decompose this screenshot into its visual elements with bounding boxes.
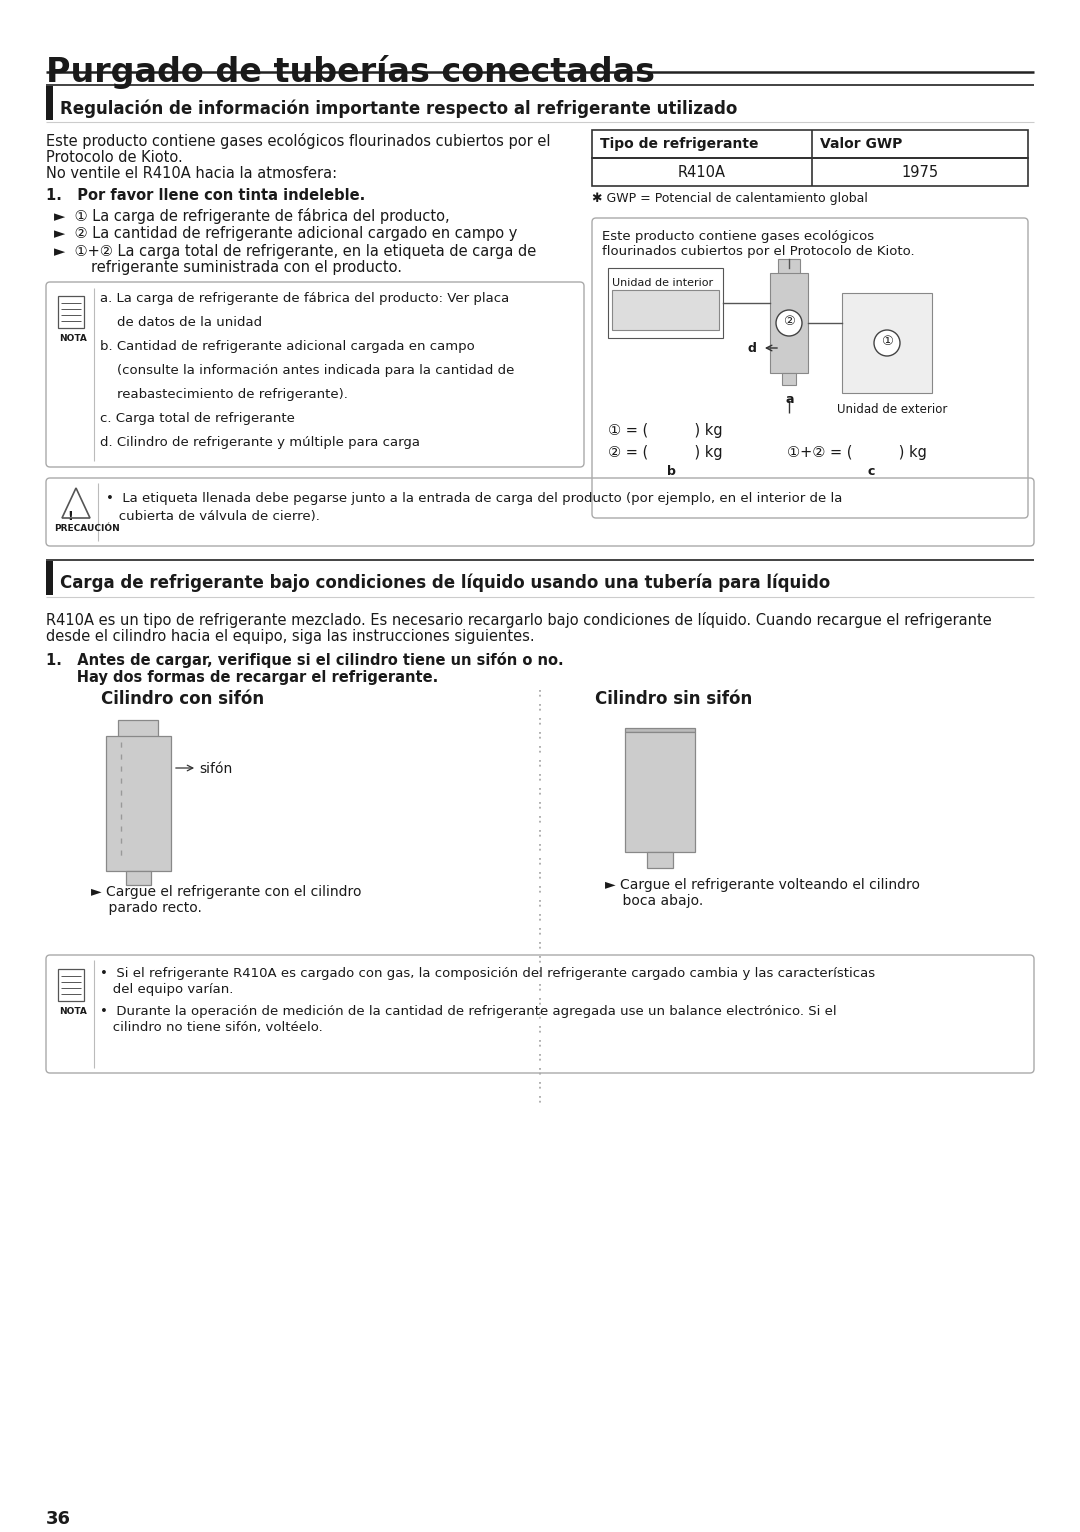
Text: Hay dos formas de recargar el refrigerante.: Hay dos formas de recargar el refrigeran… xyxy=(46,669,438,685)
Text: Purgado de tuberías conectadas: Purgado de tuberías conectadas xyxy=(46,55,654,89)
Text: PRECAUCIÓN: PRECAUCIÓN xyxy=(54,524,120,533)
Text: sifón: sifón xyxy=(199,761,232,777)
Bar xyxy=(118,720,158,738)
Text: •  Durante la operación de medición de la cantidad de refrigerante agregada use : • Durante la operación de medición de la… xyxy=(100,1005,837,1017)
Text: Este producto contiene gases ecológicos: Este producto contiene gases ecológicos xyxy=(602,230,874,244)
Text: !: ! xyxy=(67,510,72,522)
Text: del equipo varían.: del equipo varían. xyxy=(100,984,233,996)
Text: Protocolo de Kioto.: Protocolo de Kioto. xyxy=(46,150,183,165)
Text: NOTA: NOTA xyxy=(59,334,86,343)
Text: reabastecimiento de refrigerante).: reabastecimiento de refrigerante). xyxy=(100,388,348,401)
Bar xyxy=(782,372,796,385)
Text: c: c xyxy=(867,466,875,478)
Text: parado recto.: parado recto. xyxy=(91,901,202,915)
Text: d: d xyxy=(748,342,757,355)
Text: Cilindro con sifón: Cilindro con sifón xyxy=(102,689,265,708)
Text: Unidad de exterior: Unidad de exterior xyxy=(837,403,947,417)
Text: Tipo de refrigerante: Tipo de refrigerante xyxy=(600,136,758,152)
Bar xyxy=(778,259,800,276)
Text: de datos de la unidad: de datos de la unidad xyxy=(100,316,262,329)
Text: R410A es un tipo de refrigerante mezclado. Es necesario recargarlo bajo condicio: R410A es un tipo de refrigerante mezclad… xyxy=(46,611,991,628)
Bar xyxy=(592,130,1028,158)
Text: ①+② = (          ) kg: ①+② = ( ) kg xyxy=(787,444,927,460)
Bar xyxy=(770,273,808,372)
Text: ①: ① xyxy=(881,336,893,348)
Text: Regulación de información importante respecto al refrigerante utilizado: Regulación de información importante res… xyxy=(60,100,738,118)
Bar xyxy=(46,86,53,119)
Text: cilindro no tiene sifón, voltéelo.: cilindro no tiene sifón, voltéelo. xyxy=(100,1020,323,1034)
Text: 1975: 1975 xyxy=(902,165,939,179)
Bar xyxy=(647,852,673,869)
Text: NOTA: NOTA xyxy=(59,1007,86,1016)
Text: desde el cilindro hacia el equipo, siga las instrucciones siguientes.: desde el cilindro hacia el equipo, siga … xyxy=(46,630,535,643)
Text: ② = (          ) kg: ② = ( ) kg xyxy=(608,444,723,460)
Text: (consulte la información antes indicada para la cantidad de: (consulte la información antes indicada … xyxy=(100,365,514,377)
Bar xyxy=(46,561,53,594)
Text: ►  ② La cantidad de refrigerante adicional cargado en campo y: ► ② La cantidad de refrigerante adiciona… xyxy=(54,227,517,241)
Text: •  Si el refrigerante R410A es cargado con gas, la composición del refrigerante : • Si el refrigerante R410A es cargado co… xyxy=(100,967,875,980)
Text: 1.   Por favor llene con tinta indeleble.: 1. Por favor llene con tinta indeleble. xyxy=(46,188,365,204)
Text: Valor GWP: Valor GWP xyxy=(820,136,903,152)
Text: Este producto contiene gases ecológicos flourinados cubiertos por el: Este producto contiene gases ecológicos … xyxy=(46,133,551,149)
Bar xyxy=(842,293,932,394)
Circle shape xyxy=(874,329,900,355)
Text: Carga de refrigerante bajo condiciones de líquido usando una tubería para líquid: Carga de refrigerante bajo condiciones d… xyxy=(60,574,831,593)
Text: refrigerante suministrada con el producto.: refrigerante suministrada con el product… xyxy=(54,260,402,276)
Text: ① = (          ) kg: ① = ( ) kg xyxy=(608,423,723,438)
Text: b. Cantidad de refrigerante adicional cargada en campo: b. Cantidad de refrigerante adicional ca… xyxy=(100,340,475,352)
Text: ►  ①+② La carga total de refrigerante, en la etiqueta de carga de: ► ①+② La carga total de refrigerante, en… xyxy=(54,244,537,259)
Bar xyxy=(126,872,151,885)
Bar xyxy=(625,728,696,732)
Bar xyxy=(625,732,696,852)
Text: flourinados cubiertos por el Protocolo de Kioto.: flourinados cubiertos por el Protocolo d… xyxy=(602,245,915,257)
Text: ✱ GWP = Potencial de calentamiento global: ✱ GWP = Potencial de calentamiento globa… xyxy=(592,192,868,205)
Text: R410A: R410A xyxy=(678,165,726,179)
Text: b: b xyxy=(667,466,676,478)
Circle shape xyxy=(777,309,802,336)
Bar xyxy=(608,268,723,339)
Bar xyxy=(106,735,171,872)
Text: No ventile el R410A hacia la atmosfera:: No ventile el R410A hacia la atmosfera: xyxy=(46,165,337,181)
Text: Cilindro sin sifón: Cilindro sin sifón xyxy=(595,689,753,708)
Bar xyxy=(612,290,719,329)
Text: 1.   Antes de cargar, verifique si el cilindro tiene un sifón o no.: 1. Antes de cargar, verifique si el cili… xyxy=(46,653,564,668)
Text: •  La etiqueta llenada debe pegarse junto a la entrada de carga del producto (po: • La etiqueta llenada debe pegarse junto… xyxy=(106,492,842,506)
Text: Unidad de interior: Unidad de interior xyxy=(612,277,713,288)
Text: ►  ① La carga de refrigerante de fábrica del producto,: ► ① La carga de refrigerante de fábrica … xyxy=(54,208,449,224)
Text: d. Cilindro de refrigerante y múltiple para carga: d. Cilindro de refrigerante y múltiple p… xyxy=(100,437,420,449)
Text: ②: ② xyxy=(783,316,795,328)
Text: boca abajo.: boca abajo. xyxy=(605,895,703,908)
Text: a. La carga de refrigerante de fábrica del producto: Ver placa: a. La carga de refrigerante de fábrica d… xyxy=(100,293,510,305)
Text: ► Cargue el refrigerante con el cilindro: ► Cargue el refrigerante con el cilindro xyxy=(91,885,362,899)
Text: 36: 36 xyxy=(46,1511,71,1527)
Bar xyxy=(592,158,1028,185)
Bar xyxy=(58,296,84,328)
Text: ► Cargue el refrigerante volteando el cilindro: ► Cargue el refrigerante volteando el ci… xyxy=(605,878,920,892)
Text: a: a xyxy=(786,394,795,406)
Text: c. Carga total de refrigerante: c. Carga total de refrigerante xyxy=(100,412,295,424)
Text: cubierta de válvula de cierre).: cubierta de válvula de cierre). xyxy=(106,510,320,522)
Bar xyxy=(58,970,84,1000)
